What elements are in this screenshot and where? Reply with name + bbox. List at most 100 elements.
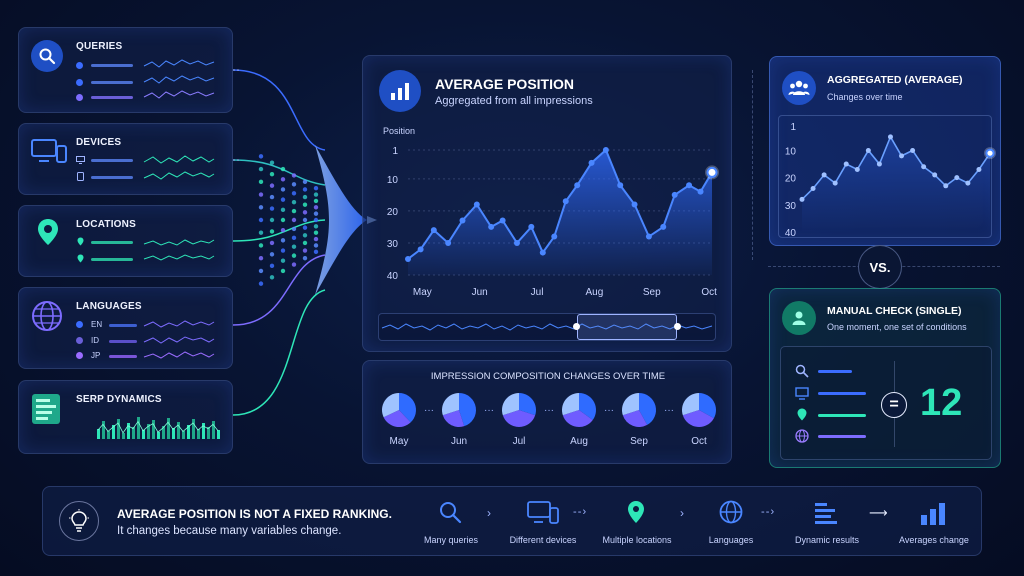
globe-icon bbox=[32, 301, 62, 331]
serp-bars bbox=[97, 417, 220, 439]
serp-bar bbox=[132, 427, 135, 439]
panel-title: AVERAGE POSITION bbox=[435, 76, 574, 92]
row-dot bbox=[76, 62, 83, 69]
serp-dynamics-card: SERP DYNAMICS bbox=[18, 380, 233, 454]
aggregated-chart-frame bbox=[778, 115, 992, 238]
serp-bar bbox=[162, 426, 165, 439]
location-pin-icon bbox=[38, 219, 58, 245]
particle-dot bbox=[258, 281, 264, 286]
latest-point[interactable] bbox=[706, 166, 718, 178]
row-bar bbox=[109, 324, 137, 327]
particle-dot bbox=[258, 154, 264, 159]
particle-dot bbox=[302, 210, 308, 215]
data-point bbox=[976, 166, 982, 172]
card-title: LOCATIONS bbox=[76, 219, 136, 230]
row-bar bbox=[91, 159, 133, 162]
particle-dot bbox=[280, 268, 286, 274]
particle-dot bbox=[280, 177, 286, 182]
row-bar bbox=[91, 176, 133, 179]
locations-card: LOCATIONS bbox=[18, 205, 233, 277]
row-dot bbox=[76, 94, 83, 101]
chevron-right-icon: › bbox=[680, 506, 684, 520]
data-point bbox=[539, 249, 546, 256]
range-window[interactable] bbox=[577, 314, 677, 340]
particle-dot bbox=[258, 255, 264, 261]
x-tick-label: Oct bbox=[701, 287, 717, 298]
devices-card: DEVICES bbox=[18, 123, 233, 195]
particle-dot bbox=[313, 211, 319, 216]
particle-dot bbox=[302, 240, 308, 246]
data-point bbox=[551, 233, 558, 240]
y-tick-label: 30 bbox=[387, 239, 399, 250]
y-tick-label: 20 bbox=[785, 174, 797, 185]
pie-slice bbox=[579, 393, 596, 420]
bottom-subline: It changes because many variables change… bbox=[117, 525, 342, 537]
pie-slice bbox=[682, 410, 714, 427]
pin-small-icon bbox=[77, 237, 84, 246]
data-point bbox=[617, 182, 624, 189]
data-point bbox=[528, 223, 535, 230]
particle-dot bbox=[258, 230, 264, 235]
data-point bbox=[843, 161, 849, 167]
bottom-headline: AVERAGE POSITION IS NOT A FIXED RANKING. bbox=[117, 507, 392, 521]
data-point bbox=[671, 191, 678, 198]
serp-trend bbox=[97, 420, 219, 434]
particle-dot bbox=[269, 171, 275, 177]
data-point bbox=[562, 198, 569, 205]
range-handle-left[interactable] bbox=[573, 323, 580, 330]
row-bar bbox=[109, 340, 137, 343]
data-point bbox=[417, 246, 424, 253]
data-point bbox=[645, 233, 652, 240]
sparklines bbox=[143, 155, 215, 180]
vs-label: VS. bbox=[869, 259, 891, 275]
serp-bar bbox=[147, 424, 150, 439]
composition-pies: ··· ··· ··· ··· ··· bbox=[382, 393, 716, 427]
particle-dots bbox=[258, 154, 319, 286]
row-bar bbox=[91, 258, 133, 261]
area-fill bbox=[408, 150, 712, 275]
latest-point[interactable] bbox=[985, 148, 995, 158]
average-position-panel: AVERAGE POSITION Aggregated from all imp… bbox=[362, 55, 732, 352]
particle-dot bbox=[313, 224, 319, 229]
particle-dot bbox=[258, 205, 264, 210]
pie-separator: ··· bbox=[424, 405, 434, 416]
lang-dot bbox=[76, 337, 83, 344]
particle-dot bbox=[302, 255, 308, 261]
y-tick-label: 10 bbox=[387, 175, 399, 186]
particle-dot bbox=[258, 179, 264, 185]
data-point bbox=[499, 217, 506, 224]
serp-bar bbox=[157, 432, 160, 439]
pie-month-label: Jul bbox=[512, 436, 526, 447]
y-axis-label: Position bbox=[383, 126, 416, 136]
pin-small-icon bbox=[77, 254, 84, 263]
monitor-icon bbox=[795, 387, 809, 400]
serp-bar bbox=[182, 431, 185, 439]
lightbulb-icon bbox=[59, 501, 99, 541]
data-point bbox=[430, 227, 437, 234]
pie-month-label: Oct bbox=[691, 436, 707, 447]
y-tick-label: 10 bbox=[785, 146, 797, 157]
sparklines bbox=[143, 239, 215, 261]
data-point bbox=[954, 175, 960, 181]
serp-bar bbox=[127, 423, 130, 439]
particle-dot bbox=[269, 217, 275, 223]
connector-lines bbox=[232, 69, 326, 416]
data-point bbox=[488, 223, 495, 230]
data-point bbox=[932, 172, 938, 178]
pie-month-label: Aug bbox=[570, 436, 588, 447]
particle-dot bbox=[269, 240, 275, 246]
arrow-right-icon: ⟶ bbox=[869, 505, 888, 520]
lang-dot bbox=[76, 321, 83, 328]
particle-dot bbox=[291, 253, 297, 258]
range-handle-right[interactable] bbox=[674, 323, 681, 330]
row-bar bbox=[818, 392, 866, 395]
particle-dot bbox=[280, 238, 286, 243]
bar-chart-icon bbox=[921, 503, 945, 525]
pie-slice bbox=[382, 393, 399, 418]
pie-slice bbox=[622, 393, 639, 416]
pie-separator: ··· bbox=[484, 405, 494, 416]
step-label-dynamic: Dynamic results bbox=[794, 535, 859, 545]
serp-icon bbox=[32, 394, 60, 424]
particle-dot bbox=[313, 185, 319, 191]
bar-chart-icon bbox=[379, 70, 421, 112]
